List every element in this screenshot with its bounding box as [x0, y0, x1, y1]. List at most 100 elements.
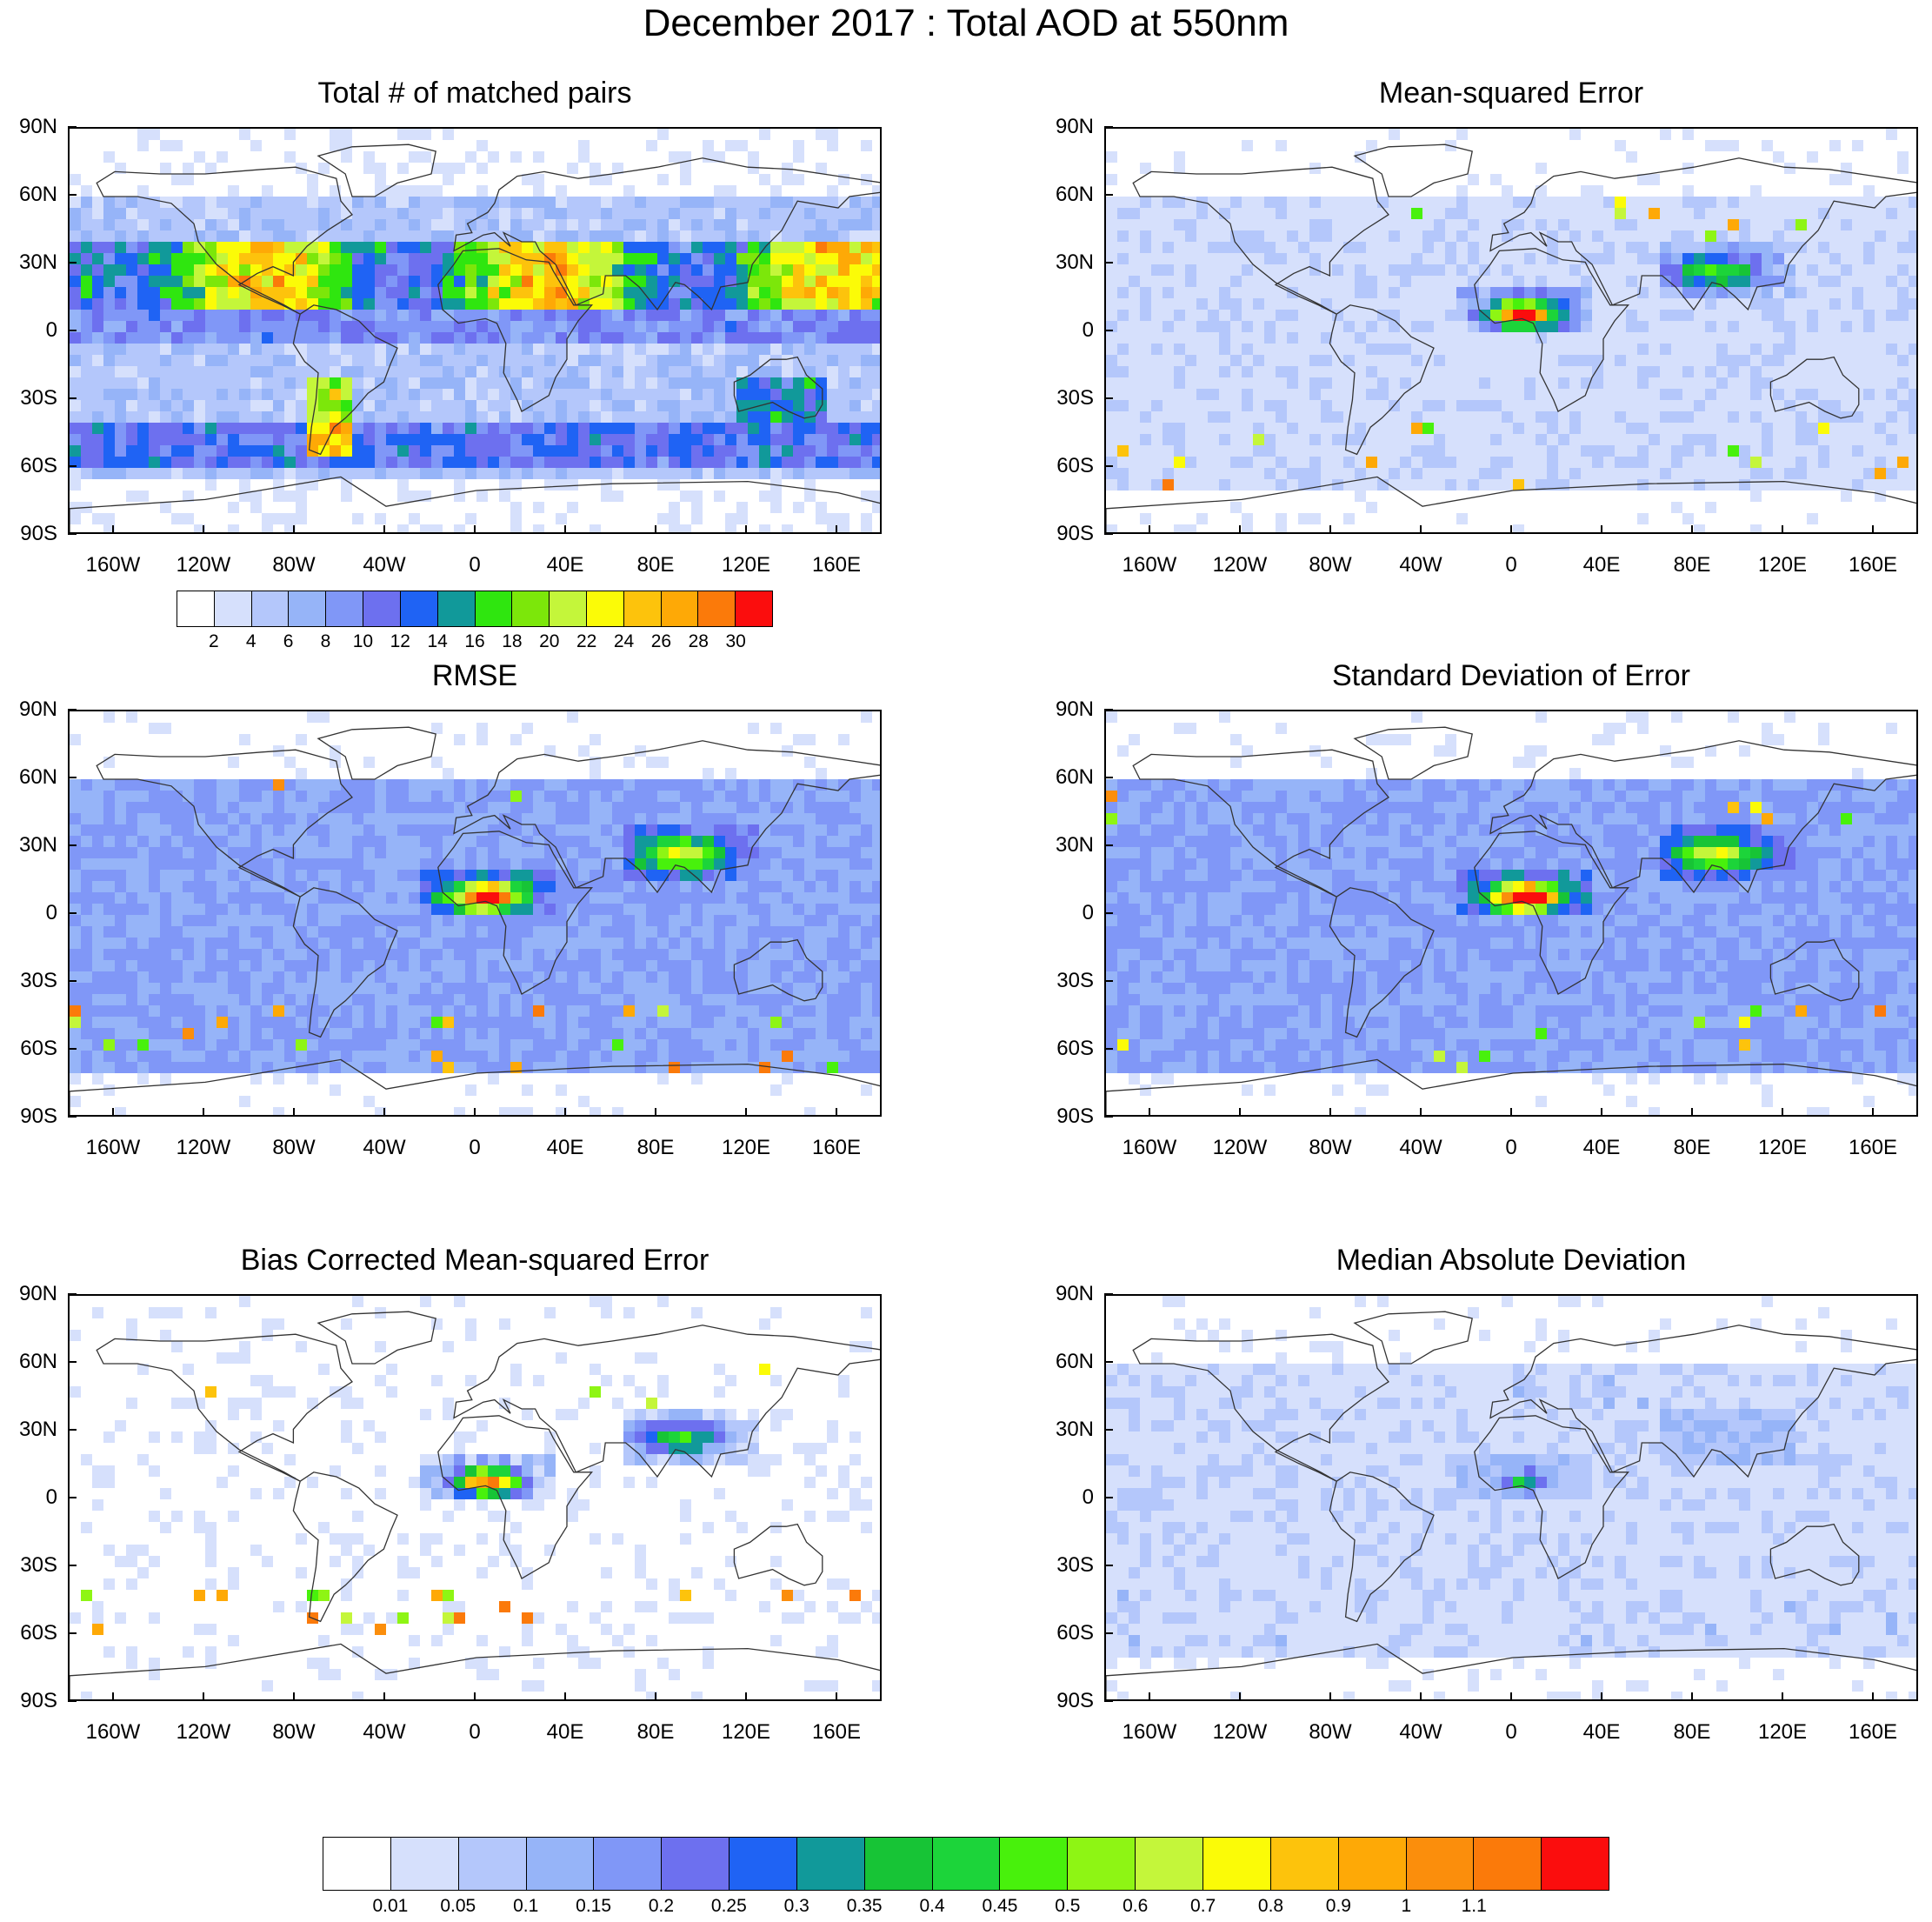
- map-cell: [307, 389, 318, 400]
- map-cell: [1818, 411, 1829, 423]
- map-cell: [816, 881, 827, 892]
- map-cell: [578, 870, 590, 881]
- map-cell: [431, 411, 443, 423]
- latitude-label: 90S: [1056, 522, 1094, 545]
- map-cell: [1728, 332, 1739, 344]
- map-cell: [1219, 423, 1230, 434]
- map-cell: [273, 802, 284, 813]
- map-cell: [1762, 298, 1773, 310]
- map-cell: [330, 411, 341, 423]
- map-cell: [1660, 332, 1671, 344]
- map-cell: [861, 858, 872, 870]
- map-cell: [1694, 389, 1705, 400]
- map-cell: [420, 230, 431, 242]
- map-cell: [703, 298, 714, 310]
- coastline: [437, 248, 594, 412]
- map-cell: [250, 892, 262, 904]
- map-cell: [1230, 479, 1242, 491]
- map-cell: [1773, 332, 1784, 344]
- map-cell: [488, 389, 499, 400]
- map-cell: [443, 197, 454, 208]
- map-cell: [431, 389, 443, 400]
- map-cell: [70, 445, 81, 457]
- map-cell: [816, 434, 827, 445]
- map-cell: [770, 423, 782, 434]
- map-cell: [1795, 197, 1807, 208]
- map-cell: [1762, 479, 1773, 491]
- map-cell: [92, 847, 103, 858]
- map-cell: [1762, 253, 1773, 264]
- map-cell: [81, 445, 92, 457]
- map-cell: [1468, 242, 1479, 253]
- map-cell: [646, 389, 657, 400]
- map-cell: [239, 779, 250, 791]
- map-cell: [544, 242, 556, 253]
- map-cell: [838, 524, 849, 532]
- map-cell: [1592, 185, 1603, 197]
- map-cell: [228, 389, 239, 400]
- map-cell: [1615, 468, 1626, 479]
- map-cell: [1468, 197, 1479, 208]
- map-cell: [1513, 197, 1524, 208]
- map-cell: [872, 870, 880, 881]
- map-cell: [1140, 242, 1151, 253]
- map-cell: [510, 813, 522, 824]
- map-cell: [1558, 264, 1569, 276]
- map-cell: [510, 276, 522, 287]
- map-cell: [363, 904, 375, 915]
- map-cell: [126, 332, 137, 344]
- map-cell: [691, 791, 703, 802]
- map-cell: [1400, 253, 1411, 264]
- map-cell: [510, 321, 522, 332]
- map-cell: [1445, 355, 1456, 366]
- map-cell: [228, 904, 239, 915]
- map-cell: [488, 881, 499, 892]
- map-cell: [691, 287, 703, 298]
- map-cell: [1174, 344, 1185, 355]
- map-cell: [1298, 445, 1309, 457]
- map-cell: [476, 870, 488, 881]
- map-cell: [1682, 366, 1694, 377]
- map-cell: [296, 836, 307, 847]
- map-cell: [1479, 230, 1490, 242]
- map-cell: [1795, 479, 1807, 491]
- map-cell: [205, 881, 217, 892]
- map-cell: [1569, 457, 1581, 468]
- map-cell: [635, 219, 646, 230]
- map-cell: [1626, 389, 1637, 400]
- map-cell: [556, 242, 567, 253]
- map-cell: [1773, 366, 1784, 377]
- longitude-tick: [1149, 525, 1150, 534]
- map-cell: [736, 208, 748, 219]
- map-cell: [1841, 366, 1852, 377]
- map-cell: [476, 802, 488, 813]
- map-cell: [318, 377, 330, 389]
- map-cell: [1841, 355, 1852, 366]
- map-cell: [714, 411, 725, 423]
- map-cell: [137, 491, 149, 502]
- map-cell: [330, 389, 341, 400]
- map-cell: [115, 779, 126, 791]
- map-cell: [126, 242, 137, 253]
- map-cell: [1422, 377, 1434, 389]
- map-cell: [1739, 344, 1750, 355]
- map-cell: [1558, 298, 1569, 310]
- map-cell: [612, 881, 623, 892]
- map-cell: [352, 197, 363, 208]
- map-cell: [748, 163, 759, 174]
- map-cell: [307, 230, 318, 242]
- map-cell: [318, 468, 330, 479]
- map-cell: [522, 836, 533, 847]
- map-cell: [1185, 276, 1196, 287]
- map-cell: [770, 847, 782, 858]
- map-cell: [725, 400, 736, 411]
- map-cell: [1163, 445, 1174, 457]
- map-cell: [307, 332, 318, 344]
- map-cell: [703, 423, 714, 434]
- map-cell: [601, 287, 612, 298]
- map-cell: [1411, 423, 1422, 434]
- map-cell: [635, 904, 646, 915]
- map-cell: [262, 355, 273, 366]
- map-cell: [1174, 208, 1185, 219]
- map-cell: [239, 242, 250, 253]
